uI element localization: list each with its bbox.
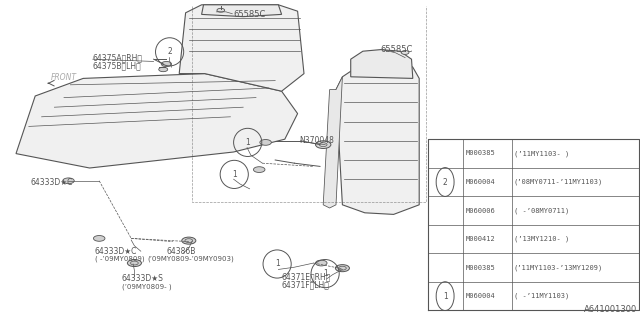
Polygon shape xyxy=(16,74,298,168)
Circle shape xyxy=(253,167,265,172)
Text: FRONT: FRONT xyxy=(51,73,77,82)
Text: 64375B〈LH〉: 64375B〈LH〉 xyxy=(93,61,141,70)
Text: 2: 2 xyxy=(443,178,447,187)
Circle shape xyxy=(316,141,331,148)
Text: 1: 1 xyxy=(275,260,280,268)
Polygon shape xyxy=(179,5,304,91)
Text: M060006: M060006 xyxy=(465,208,495,213)
Text: 1: 1 xyxy=(245,138,250,147)
Text: 1: 1 xyxy=(443,292,447,300)
Text: (’09MY0809- ): (’09MY0809- ) xyxy=(122,283,172,290)
Circle shape xyxy=(182,237,196,244)
Circle shape xyxy=(127,260,141,267)
Text: 64333D★C: 64333D★C xyxy=(31,178,73,187)
Circle shape xyxy=(161,61,172,67)
Polygon shape xyxy=(351,50,413,78)
Circle shape xyxy=(401,51,409,54)
Text: 64333D★C: 64333D★C xyxy=(95,247,137,256)
Circle shape xyxy=(335,265,349,272)
Text: M000412: M000412 xyxy=(465,236,495,242)
Text: ( -’11MY1103): ( -’11MY1103) xyxy=(514,293,569,300)
Text: 64333D★S: 64333D★S xyxy=(122,274,163,283)
Text: 2: 2 xyxy=(167,47,172,56)
Text: ( -’08MY0711): ( -’08MY0711) xyxy=(514,207,569,214)
Polygon shape xyxy=(336,59,419,214)
Text: 64371E〈RH〉: 64371E〈RH〉 xyxy=(282,272,331,281)
Text: 65585C: 65585C xyxy=(380,45,413,54)
Polygon shape xyxy=(202,5,282,17)
Text: 64386B: 64386B xyxy=(166,247,196,256)
Text: 65585C: 65585C xyxy=(234,10,266,19)
Polygon shape xyxy=(323,77,342,208)
Text: M000385: M000385 xyxy=(465,150,495,156)
Text: 64371F〈LH〉: 64371F〈LH〉 xyxy=(282,280,330,289)
Text: M060004: M060004 xyxy=(465,179,495,185)
Text: (’13MY1210- ): (’13MY1210- ) xyxy=(514,236,569,242)
Circle shape xyxy=(260,140,271,145)
Text: (’09MY0809-’09MY0903): (’09MY0809-’09MY0903) xyxy=(147,256,234,262)
Text: (’11MY1103-’13MY1209): (’11MY1103-’13MY1209) xyxy=(514,264,603,271)
Circle shape xyxy=(217,8,225,12)
Text: 1: 1 xyxy=(232,170,237,179)
Text: M060004: M060004 xyxy=(465,293,495,299)
Text: N370048: N370048 xyxy=(300,136,334,145)
Circle shape xyxy=(63,178,74,184)
Text: 64375A〈RH〉: 64375A〈RH〉 xyxy=(93,53,143,62)
Circle shape xyxy=(93,236,105,241)
Text: (’11MY1103- ): (’11MY1103- ) xyxy=(514,150,569,157)
Circle shape xyxy=(316,260,327,266)
Text: A641001300: A641001300 xyxy=(584,305,637,314)
Text: (’08MY0711-’11MY1103): (’08MY0711-’11MY1103) xyxy=(514,179,603,185)
Circle shape xyxy=(159,67,168,72)
Text: ( -’09MY0809): ( -’09MY0809) xyxy=(95,256,145,262)
Text: 1: 1 xyxy=(323,269,328,278)
Text: M000385: M000385 xyxy=(465,265,495,271)
